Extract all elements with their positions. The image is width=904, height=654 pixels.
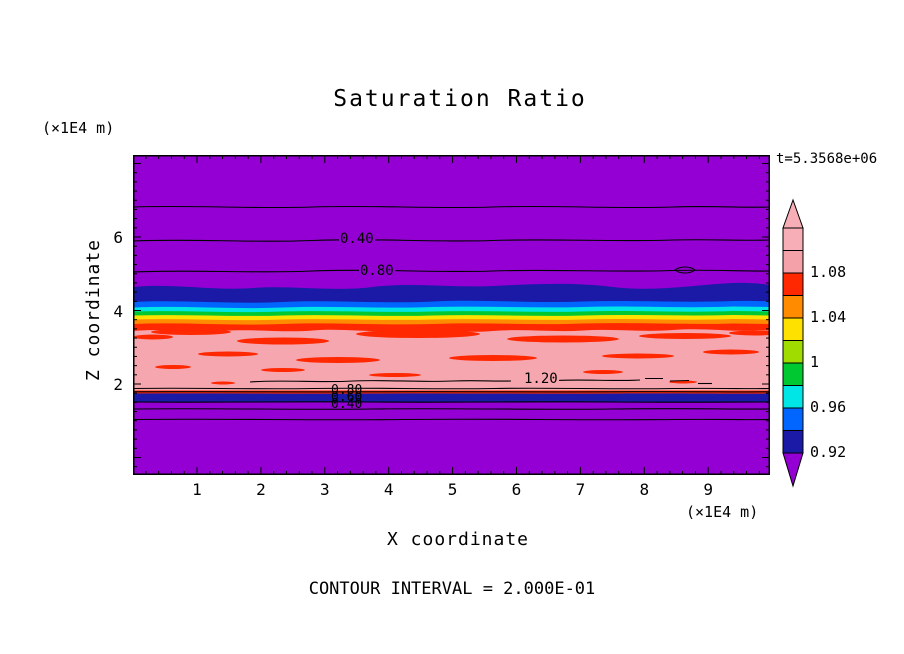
colorbar-block [782,272,804,296]
x-axis-unit-label: (×1E4 m) [686,503,759,521]
colorbar-block [782,362,804,386]
x-tick-label: 8 [639,480,650,499]
time-annotation: t=5.3568e+06 [776,151,878,167]
colorbar-tick-label: 1.08 [810,263,847,281]
x-tick-label: 7 [575,480,586,499]
colorbar-block [782,340,804,364]
contour-plot [133,155,770,475]
contour-interval-note: CONTOUR INTERVAL = 2.000E-01 [308,579,596,599]
plot-frame [133,155,770,475]
y-tick-label: 6 [113,228,123,247]
contour-label-080: 0.80 [359,263,395,279]
colorbar-block [782,385,804,409]
chart-title: Saturation Ratio [333,86,587,112]
x-tick-label: 5 [447,480,458,499]
red-streaks [133,329,770,385]
colorbar-block [782,430,804,454]
colorbar-tick-label: 0.96 [810,398,847,416]
colorbar-tick-label: 1.04 [810,308,847,326]
colorbar-block [782,227,804,251]
y-tick-label: 2 [113,375,123,394]
colorbar-block [782,407,804,431]
x-tick-label: 2 [256,480,266,499]
y-axis-unit-label: (×1E4 m) [42,119,115,137]
colorbar-block [782,250,804,274]
colorbar [782,198,804,488]
colorbar-block [782,317,804,341]
x-tick-label: 9 [703,480,713,499]
colorbar-tick-label: 1 [810,353,820,371]
y-tick-label: 4 [113,301,123,321]
x-axis-title: X coordinate [386,529,530,550]
contour-label-040: 0.40 [339,231,375,247]
contour-label-120: 1.20 [523,371,559,387]
x-tick-label: 6 [511,480,522,499]
contour-label-cluster-item: 0.80 [331,383,363,398]
colorbar-tick-label: 0.92 [810,443,847,461]
contour-label-cluster-item: 0.40 [331,397,363,412]
contour-lines [133,205,770,421]
x-tick-label: 3 [319,480,330,499]
contour-label-cluster-item: 0.60 [331,390,363,405]
colorbar-block [782,295,804,319]
x-tick-label: 1 [192,480,202,499]
x-tick-label: 4 [383,480,394,499]
